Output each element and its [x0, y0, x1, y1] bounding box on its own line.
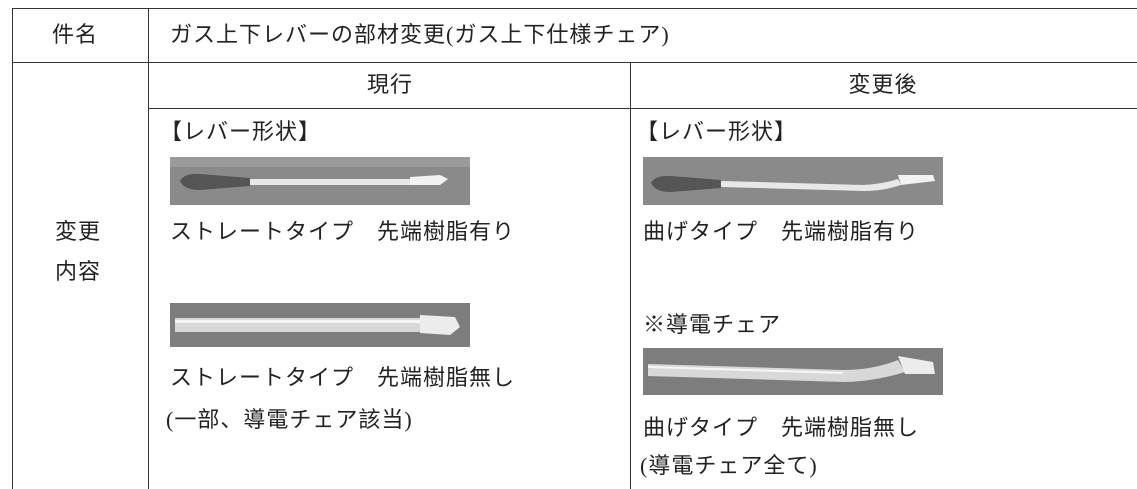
border [12, 62, 1137, 63]
column-header: 現行 [366, 72, 414, 97]
caption: 曲げタイプ 先端樹脂無し [643, 415, 920, 440]
border [12, 8, 1137, 9]
lever-photo [643, 157, 943, 205]
border [630, 62, 631, 489]
lever-photo [170, 157, 470, 205]
caption: ストレートタイプ 先端樹脂有り [170, 219, 516, 244]
border [148, 8, 149, 489]
row-label: 変更 [55, 219, 102, 244]
lever-photo [643, 348, 943, 395]
subject: ガス上下レバーの部材変更(ガス上下仕様チェア) [170, 22, 670, 47]
heading: 【レバー形状】 [636, 119, 798, 144]
subject-label: 件名 [52, 22, 99, 47]
caption: (導電チェア全て) [640, 453, 818, 478]
column-header: 変更後 [848, 72, 918, 97]
heading: 【レバー形状】 [160, 119, 322, 144]
caption: 曲げタイプ 先端樹脂有り [643, 219, 920, 244]
border [148, 108, 1137, 109]
caption: (一部、導電チェア該当) [166, 407, 413, 432]
border [12, 8, 13, 489]
row-label: 内容 [55, 259, 102, 284]
caption: ストレートタイプ 先端樹脂無し [170, 365, 516, 390]
lever-photo [170, 303, 470, 347]
note: ※導電チェア [643, 312, 782, 337]
